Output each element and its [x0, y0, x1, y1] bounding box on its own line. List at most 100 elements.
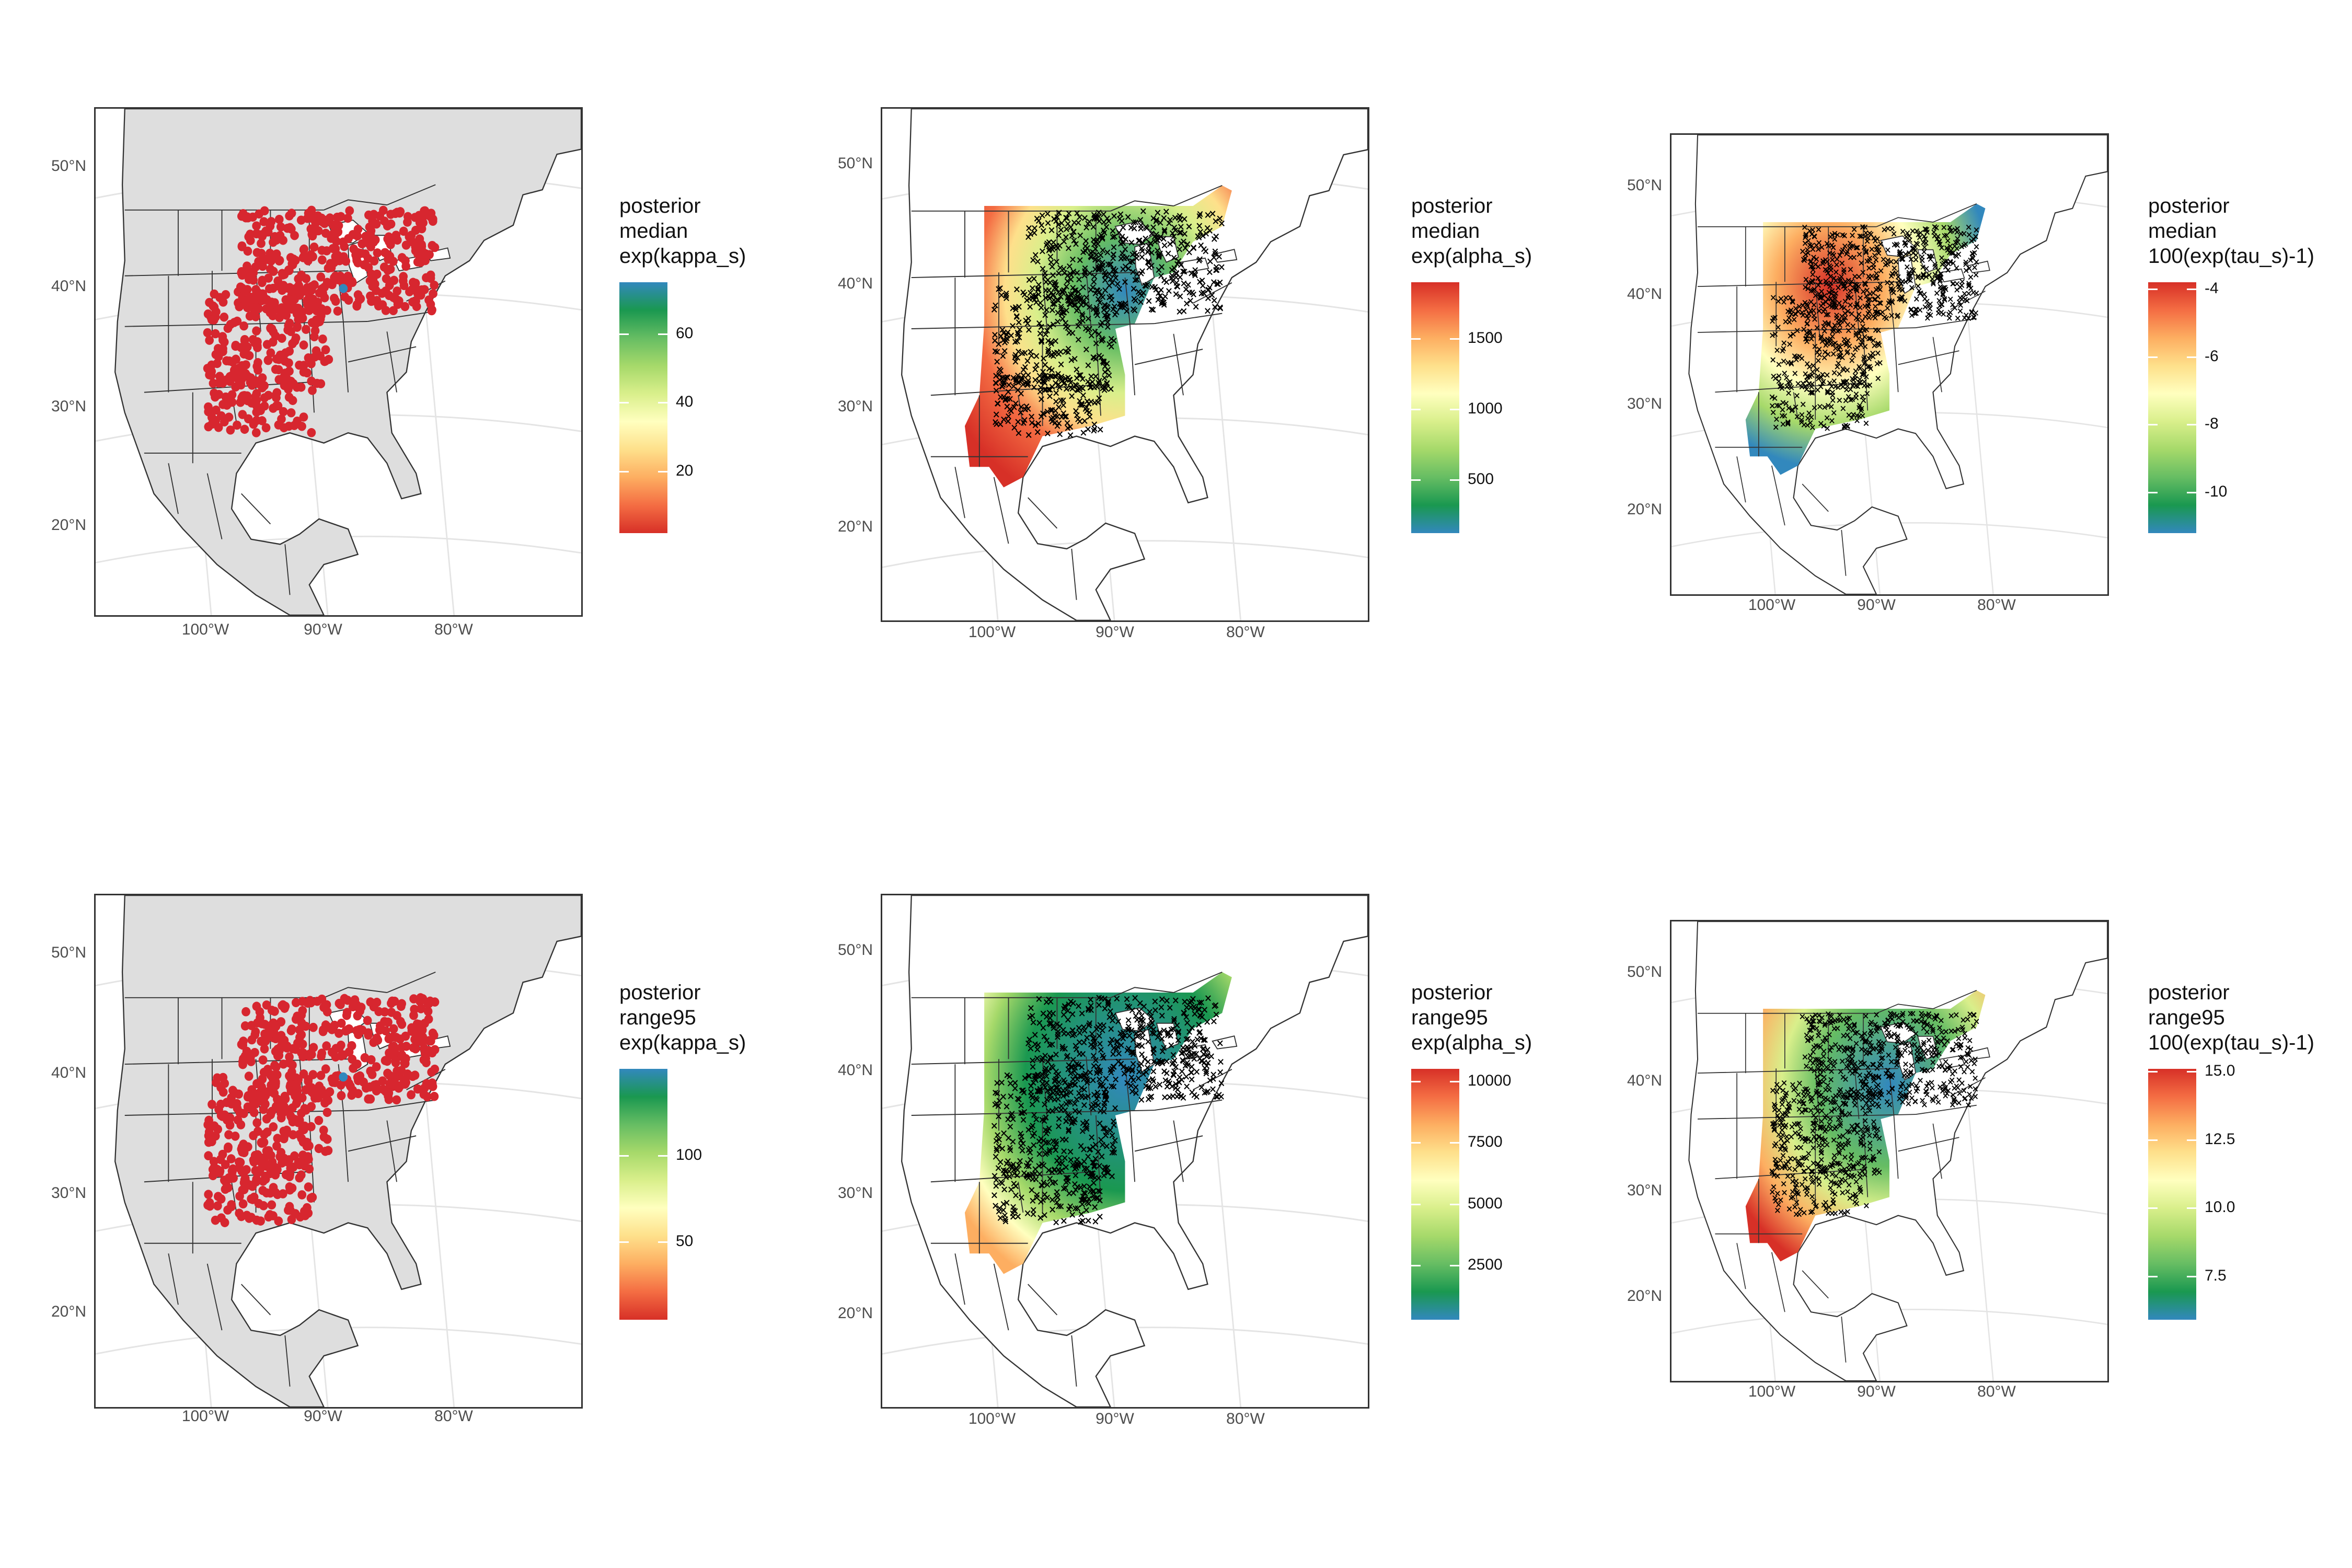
station-point	[204, 1190, 213, 1200]
station-cross	[1105, 998, 1112, 1005]
colorbar-tick-label: -8	[2205, 415, 2219, 433]
state-border	[1154, 313, 1223, 325]
station-point	[231, 340, 240, 350]
colorbar-tick	[1450, 1080, 1459, 1082]
colorbar-tick-label: 1000	[1468, 399, 1503, 417]
station-point	[243, 261, 251, 271]
station-cross	[1101, 375, 1108, 381]
longitude-label: 80°W	[434, 621, 473, 638]
station-cross	[1871, 338, 1876, 343]
station-cross	[1138, 1097, 1145, 1103]
station-cross	[1016, 334, 1022, 341]
station-cross	[1024, 1210, 1031, 1216]
station-cross	[1149, 262, 1155, 269]
station-cross	[1003, 290, 1009, 297]
station-point	[309, 301, 318, 311]
state-border	[284, 1335, 291, 1387]
station-point	[252, 326, 261, 336]
station-point	[385, 1070, 394, 1080]
station-cross	[1827, 283, 1833, 289]
station-cross	[1101, 269, 1108, 275]
station-cross	[1077, 398, 1083, 404]
latitude-label: 50°N	[1627, 177, 1662, 194]
station-point	[354, 295, 364, 305]
station-point	[322, 246, 331, 256]
station-cross	[1919, 258, 1925, 263]
station-point	[331, 271, 340, 281]
station-cross	[1921, 249, 1927, 255]
station-cross	[1831, 351, 1836, 357]
station-point	[228, 1086, 237, 1096]
station-cross	[1913, 240, 1919, 246]
station-cross	[1007, 1123, 1013, 1130]
station-cross	[1930, 1027, 1935, 1032]
station-cross	[1091, 1195, 1097, 1202]
station-cross	[1026, 1073, 1032, 1079]
station-cross	[1867, 1090, 1872, 1096]
station-cross	[1828, 267, 1834, 273]
station-cross	[1958, 302, 1963, 308]
station-cross	[1019, 1147, 1025, 1154]
station-cross	[1860, 1105, 1865, 1111]
station-cross	[1056, 1160, 1062, 1167]
station-cross	[1200, 233, 1206, 239]
station-cross	[1924, 1083, 1930, 1089]
station-point	[215, 1168, 224, 1178]
station-cross	[1881, 257, 1886, 262]
map-canvas	[1671, 921, 2107, 1381]
station-cross	[1010, 383, 1017, 389]
station-point	[428, 1028, 437, 1038]
station-cross	[1090, 1105, 1096, 1112]
station-cross	[1850, 376, 1855, 382]
station-cross	[1215, 281, 1221, 287]
colorbar-tick	[1450, 1265, 1459, 1267]
station-cross	[1134, 1017, 1140, 1023]
station-cross	[1790, 407, 1795, 412]
station-cross	[1860, 394, 1865, 400]
station-cross	[1165, 250, 1171, 257]
station-cross	[1860, 1036, 1865, 1042]
station-point	[259, 217, 269, 226]
station-cross	[1821, 1053, 1826, 1059]
station-cross	[1029, 413, 1034, 420]
colorbar-tick-label: 40	[676, 393, 694, 411]
state-border	[1110, 987, 1174, 998]
station-cross	[1183, 1014, 1190, 1020]
station-cross	[1106, 1014, 1113, 1020]
station-cross	[1966, 224, 1971, 230]
station-cross	[1828, 1126, 1834, 1132]
station-cross	[1804, 339, 1809, 344]
station-point	[430, 1091, 439, 1101]
station-cross	[1062, 1107, 1068, 1113]
station-cross	[1138, 1022, 1144, 1029]
station-cross	[1097, 1120, 1103, 1126]
station-cross	[1874, 361, 1880, 366]
land-mass	[114, 109, 581, 615]
station-cross	[1032, 225, 1037, 232]
station-point	[264, 273, 273, 283]
station-cross	[1915, 283, 1921, 289]
station-cross	[1040, 1080, 1046, 1087]
station-cross	[1024, 297, 1030, 304]
station-point	[217, 1213, 226, 1223]
station-cross	[1045, 1058, 1051, 1065]
station-cross	[1817, 294, 1823, 300]
station-cross	[1808, 1027, 1814, 1033]
legend-title-line: 100(exp(tau_s)-1)	[2148, 245, 2314, 268]
station-cross	[1060, 266, 1067, 272]
state-border	[348, 1135, 417, 1152]
state-border	[1193, 282, 1232, 304]
station-cross	[1862, 360, 1868, 365]
station-cross	[1899, 257, 1905, 262]
station-cross	[1090, 237, 1097, 243]
station-point	[322, 1041, 331, 1051]
station-point	[207, 315, 216, 325]
station-cross	[1769, 394, 1775, 400]
colorbar-tick-label: 2500	[1468, 1256, 1503, 1274]
station-cross	[1012, 352, 1019, 358]
station-cross	[1805, 250, 1811, 256]
station-point	[258, 1055, 268, 1065]
station-cross	[1043, 1139, 1049, 1146]
station-cross	[1932, 224, 1938, 230]
station-cross	[1054, 1072, 1060, 1079]
